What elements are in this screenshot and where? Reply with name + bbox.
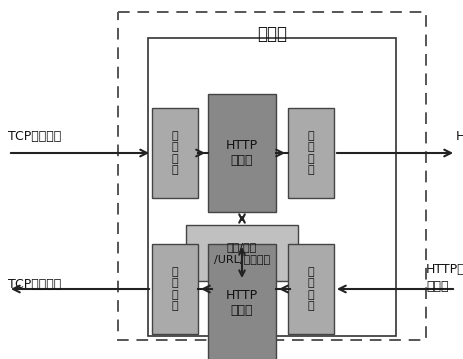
Bar — [288, 108, 333, 198]
Text: 请
求
缓
存: 请 求 缓 存 — [307, 131, 313, 176]
Text: 输
入
缓
存: 输 入 缓 存 — [171, 131, 178, 176]
Bar — [148, 38, 395, 336]
Bar — [207, 244, 275, 359]
Text: TCP会话输出: TCP会话输出 — [8, 278, 61, 290]
Text: HTTP 请求: HTTP 请求 — [455, 130, 463, 143]
Bar — [288, 244, 333, 334]
Text: HTTP
解析等: HTTP 解析等 — [225, 139, 257, 167]
Bar — [186, 225, 297, 281]
Bar — [152, 244, 198, 334]
Text: 服务侧: 服务侧 — [257, 25, 287, 43]
Text: 响
应
缓
存: 响 应 缓 存 — [307, 267, 313, 311]
Text: HTTP请
求响应: HTTP请 求响应 — [425, 263, 463, 293]
Text: 会话/域名
/URL/内容类型: 会话/域名 /URL/内容类型 — [213, 242, 269, 264]
Bar — [152, 108, 198, 198]
Text: TCP会话输入: TCP会话输入 — [8, 130, 61, 143]
Bar — [207, 94, 275, 212]
Text: 输
出
缓
存: 输 出 缓 存 — [171, 267, 178, 311]
Bar — [118, 12, 425, 340]
Text: HTTP
封装等: HTTP 封装等 — [225, 289, 257, 317]
